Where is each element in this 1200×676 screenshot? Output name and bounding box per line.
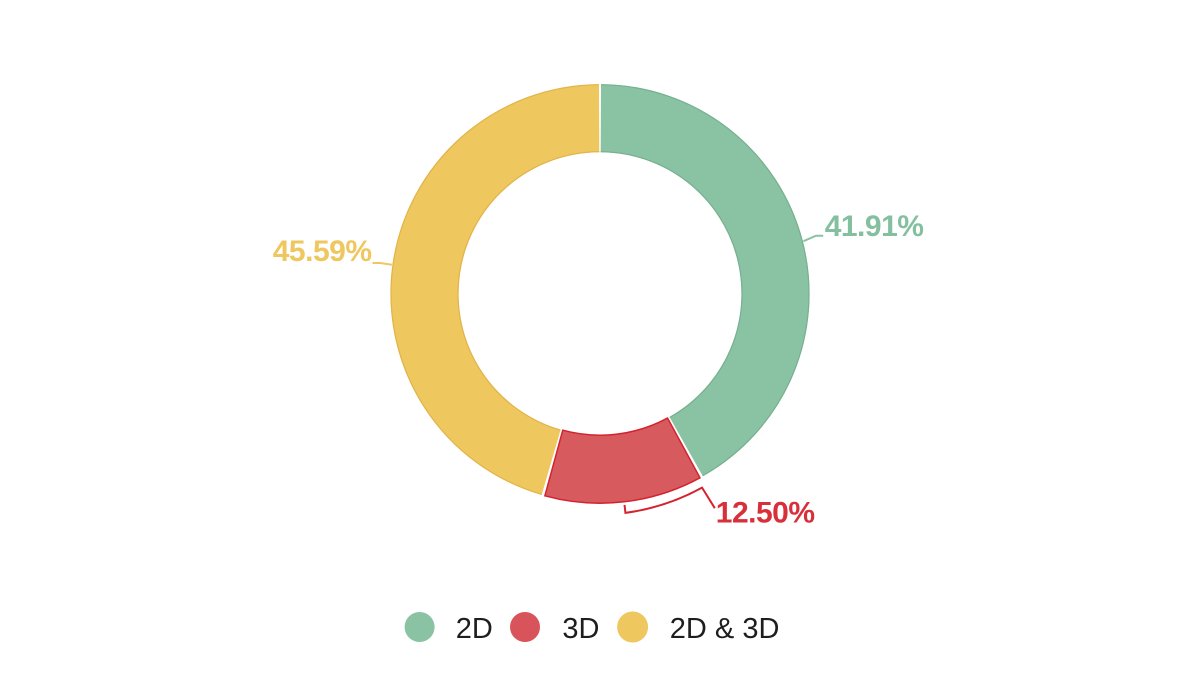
svg-text:2D: 2D: [456, 613, 493, 645]
svg-text:41.91%: 41.91%: [825, 210, 924, 243]
svg-text:2D & 3D: 2D & 3D: [670, 613, 780, 645]
svg-text:12.50%: 12.50%: [716, 497, 815, 530]
svg-text:3D: 3D: [562, 613, 599, 645]
svg-text:45.59%: 45.59%: [273, 235, 372, 268]
